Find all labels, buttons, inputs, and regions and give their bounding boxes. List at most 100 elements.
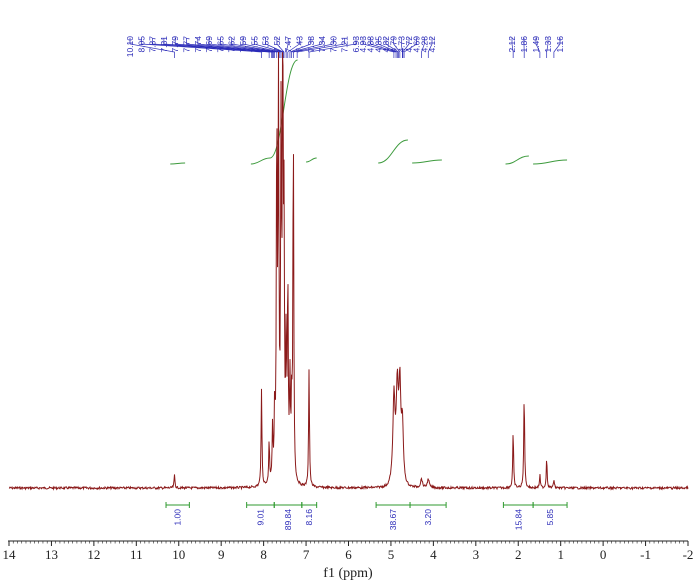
peak-ppm-label: 1.16 (555, 36, 565, 53)
peak-label-connector (208, 38, 278, 58)
spectrum-line (8, 51, 689, 491)
peak-label-connector (174, 38, 273, 58)
x-tick-label: 3 (473, 547, 480, 562)
peak-label-connectors (129, 38, 561, 58)
peak-ppm-label: 4.93 (358, 36, 368, 53)
peak-label-connector (152, 38, 270, 58)
x-tick-label: 0 (600, 547, 607, 562)
integral-value-label: 15.84 (513, 509, 523, 531)
peak-ppm-label: 1.33 (543, 36, 553, 53)
peak-ppm-label: 4.85 (373, 36, 383, 53)
peak-ppm-label: 7.43 (295, 36, 305, 53)
peak-ppm-label: 7.65 (215, 36, 225, 53)
peak-label-connector (285, 38, 289, 58)
peak-label-connector (393, 38, 401, 58)
peak-ppm-label: 4.82 (381, 36, 391, 53)
peak-label-connector (289, 38, 312, 58)
integral-curve (170, 162, 186, 165)
peak-label-connector (291, 38, 323, 58)
peak-ppm-label: 4.79 (389, 36, 399, 53)
integral-curve (269, 59, 298, 159)
integral-curve (412, 159, 442, 164)
integral-curve (306, 157, 317, 163)
peak-label-connector (553, 38, 561, 58)
peak-label-connector (186, 38, 274, 58)
peak-ppm-label: 6.93 (351, 36, 361, 53)
peak-label-connector (296, 38, 346, 58)
integral-curves (170, 59, 568, 165)
peak-label-connector (197, 38, 276, 58)
peak-label-connector (535, 38, 541, 58)
peak-ppm-label: 7.30 (328, 36, 338, 53)
peak-label-connector (287, 38, 300, 58)
peak-ppm-label: 7.38 (306, 36, 316, 53)
peak-ppm-label: 7.47 (283, 36, 293, 53)
peak-ppm-label: 8.05 (136, 36, 146, 53)
x-tick-label: 6 (345, 547, 352, 562)
x-tick-label: 13 (45, 547, 58, 562)
integral-value-label: 9.01 (255, 509, 265, 526)
x-tick-label: 9 (218, 547, 225, 562)
peak-label-connector (308, 38, 357, 58)
peak-ppm-label: 7.79 (170, 36, 180, 53)
peak-label-connector (403, 38, 418, 58)
peak-ppm-label: 10.10 (125, 36, 135, 58)
peak-ppm-label: 1.86 (519, 36, 529, 53)
peak-label-connector (265, 38, 284, 58)
x-tick-label: 5 (388, 547, 395, 562)
peak-ppm-label: 2.12 (507, 36, 517, 53)
peak-ppm-label: 7.77 (182, 36, 192, 53)
x-tick-label: 1 (557, 547, 564, 562)
integral-value-label: 3.20 (423, 509, 433, 526)
integral-curve (250, 157, 271, 165)
x-tick-label: 12 (87, 547, 100, 562)
peak-label-connector (377, 38, 398, 58)
peak-label-connector (370, 38, 397, 58)
x-tick-label: -1 (640, 547, 651, 562)
integral-value-label: 38.67 (388, 509, 398, 531)
integral-value-label: 89.84 (283, 509, 293, 531)
peak-ppm-label: 4.88 (366, 36, 376, 53)
peak-ppm-label: 7.53 (261, 36, 271, 53)
peak-label-connector (362, 38, 395, 58)
peak-ppm-label: 7.55 (249, 36, 259, 53)
integral-value-label: 8.16 (304, 509, 314, 526)
x-tick-label: 11 (130, 547, 143, 562)
peak-ppm-label: 7.21 (340, 36, 350, 53)
x-tick-label: 8 (260, 547, 267, 562)
peak-ppm-label: 4.72 (404, 36, 414, 53)
integral-value-label: 1.00 (173, 509, 183, 526)
x-tick-label: 14 (3, 547, 17, 562)
peak-ppm-label: 4.28 (419, 36, 429, 53)
x-tick-label: 2 (515, 547, 522, 562)
x-tick-label: 4 (430, 547, 437, 562)
peak-label-connector (242, 38, 282, 58)
peak-label-connector (140, 38, 262, 58)
peak-ppm-label: 7.69 (204, 36, 214, 53)
peak-labels: 10.10 8.05 7.87 7.81 7.79 7.77 7.74 7.69 7.65 7.6… (125, 36, 565, 58)
peak-ppm-label: 7.34 (317, 36, 327, 53)
peak-ppm-label: 7.59 (238, 36, 248, 53)
integral-bars: 1.00 9.01 89.84 8.16 38.67 3.20 15.84 5.85 (165, 502, 568, 531)
integral-value-label: 5.85 (545, 509, 555, 526)
x-tick-label: 7 (303, 547, 310, 562)
peak-label-connector (511, 38, 514, 58)
peak-label-connector (276, 38, 285, 58)
peak-label-connector (129, 38, 175, 58)
peak-ppm-label: 4.12 (427, 36, 437, 53)
peak-label-connector (385, 38, 399, 58)
peak-label-connector (163, 38, 273, 58)
x-axis-title: f1 (ppm) (323, 566, 373, 581)
x-tick-label: 10 (172, 547, 185, 562)
integral-curve (533, 159, 568, 165)
integral-curve (505, 155, 529, 165)
peak-ppm-label: 7.87 (148, 36, 158, 53)
integral-curve (378, 139, 408, 164)
peak-ppm-label: 1.49 (531, 36, 541, 53)
peak-label-connector (231, 38, 281, 58)
peak-ppm-label: 7.62 (227, 36, 237, 53)
peak-label-connector (546, 38, 549, 58)
peak-ppm-label: 7.81 (159, 36, 169, 53)
peak-label-connector (421, 38, 425, 58)
x-axis-ticks: 14 13 12 11 10 9 8 7 6 5 4 3 2 1 0 -1 -2 (3, 541, 693, 562)
